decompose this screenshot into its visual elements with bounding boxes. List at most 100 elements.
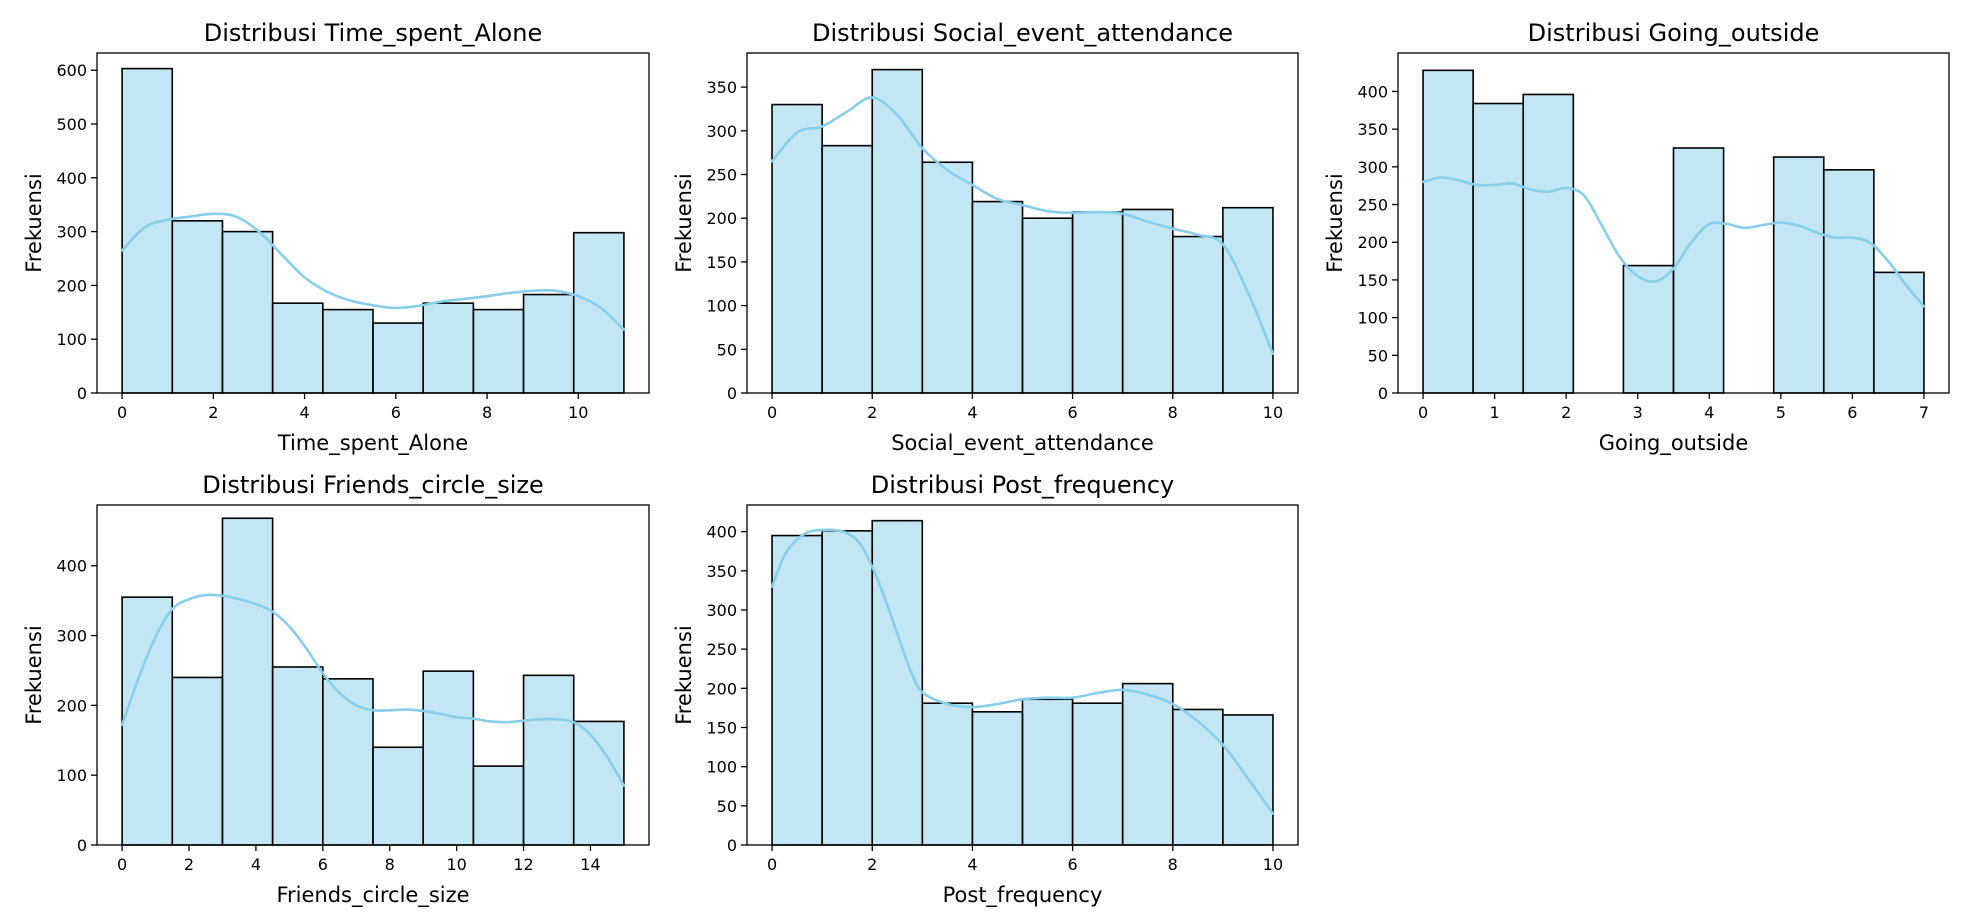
histogram-bar — [271, 666, 324, 846]
x-tick-label: 6 — [318, 855, 328, 874]
histogram-bar — [821, 144, 874, 394]
histogram-bar — [871, 519, 924, 846]
y-tick-label: 200 — [706, 679, 737, 698]
x-tick-label: 6 — [1067, 855, 1077, 874]
histogram-bar — [1121, 682, 1174, 846]
y-tick-label: 500 — [56, 115, 87, 134]
histogram-bar — [121, 596, 174, 846]
histogram-bar — [1021, 217, 1074, 394]
histogram-bar — [1822, 169, 1875, 394]
histogram-bar — [1121, 208, 1174, 394]
y-tick-label: 100 — [706, 758, 737, 777]
histogram-bar — [1522, 93, 1575, 394]
y-tick-label: 0 — [727, 384, 737, 403]
histogram-bar — [171, 676, 224, 846]
y-tick-label: 400 — [56, 557, 87, 576]
histogram-bar — [221, 517, 274, 846]
histogram-bars — [771, 68, 1274, 394]
x-tick-label: 3 — [1633, 403, 1643, 422]
kde-line — [770, 96, 1275, 355]
y-tick-label: 350 — [1357, 120, 1388, 139]
histogram-bar — [372, 746, 424, 846]
histogram-bars — [1422, 69, 1925, 394]
histogram-bar — [1622, 264, 1675, 394]
histogram-bar — [572, 720, 625, 846]
y-tick-label: 150 — [706, 253, 737, 272]
x-axis-label: Post_frequency — [943, 883, 1103, 908]
y-tick-label: 600 — [56, 61, 87, 80]
histogram-bar — [1171, 235, 1224, 394]
y-tick-label: 300 — [706, 122, 737, 141]
x-tick-label: 6 — [391, 403, 401, 422]
y-tick-label: 0 — [1378, 384, 1388, 403]
axes-frame — [96, 52, 650, 394]
x-tick-label: 8 — [482, 403, 492, 422]
histogram-bar — [171, 220, 224, 394]
y-tick-label: 0 — [727, 836, 737, 855]
y-tick-label: 400 — [1357, 82, 1388, 101]
y-tick-label: 200 — [56, 696, 87, 715]
histogram-bars — [771, 519, 1274, 846]
y-axis-label: Frekuensi — [672, 625, 696, 724]
y-tick-label: 350 — [706, 78, 737, 97]
y-tick-label: 300 — [56, 223, 87, 242]
histogram-bar — [1071, 702, 1124, 846]
x-axis-label: Going_outside — [1599, 431, 1749, 456]
histogram-bar — [522, 674, 575, 846]
histogram-bar — [422, 302, 475, 394]
y-tick-label: 200 — [1357, 233, 1388, 252]
histogram-bar — [1021, 698, 1074, 846]
histogram-bar — [1171, 708, 1224, 846]
y-tick-label: 200 — [706, 209, 737, 228]
x-tick-label: 4 — [967, 855, 977, 874]
chart-title: Distribusi Social_event_attendance — [812, 19, 1233, 47]
y-tick-label: 250 — [706, 165, 737, 184]
axes-frame — [1397, 52, 1950, 394]
histogram-bar — [271, 302, 324, 394]
histogram-bar — [1873, 271, 1925, 394]
chart-panel-4: 0 2 4 6 8 10 12 14 0 100 200 300 400 Distribusi Frien… — [22, 471, 650, 908]
histogram-bar — [472, 308, 525, 394]
y-tick-label: 250 — [706, 640, 737, 659]
y-tick-label: 250 — [1357, 196, 1388, 215]
chart-panel-3: 0 1 2 3 4 5 6 7 0 50 100 150 200 250 300 350 400 Distribu… — [1323, 19, 1950, 456]
x-tick-label: 4 — [251, 855, 261, 874]
kde-line — [1421, 176, 1926, 308]
axes-frame — [746, 504, 1299, 846]
y-tick-label: 150 — [1357, 271, 1388, 290]
histogram-bar — [821, 530, 874, 846]
histogram-bar — [771, 534, 823, 846]
chart-title: Distribusi Post_frequency — [871, 471, 1174, 499]
histogram-bars — [121, 67, 625, 394]
x-tick-label: 6 — [1067, 403, 1077, 422]
x-tick-label: 4 — [967, 403, 977, 422]
histogram-bar — [572, 231, 625, 394]
chart-title: Distribusi Time_spent_Alone — [204, 19, 542, 47]
histogram-bar — [322, 678, 374, 846]
x-tick-label: 8 — [385, 855, 395, 874]
kde-line — [120, 593, 626, 787]
y-tick-label: 350 — [706, 562, 737, 581]
histogram-bar — [121, 67, 174, 394]
histogram-bar — [1422, 69, 1474, 394]
y-tick-label: 400 — [56, 169, 87, 188]
x-tick-label: 12 — [513, 855, 533, 874]
kde-line — [770, 528, 1275, 815]
x-tick-label: 8 — [1168, 403, 1178, 422]
chart-title: Distribusi Friends_circle_size — [202, 471, 544, 499]
chart-title: Distribusi Going_outside — [1528, 19, 1820, 47]
histogram-bar — [1472, 102, 1525, 394]
x-tick-label: 14 — [580, 855, 600, 874]
x-tick-label: 0 — [767, 403, 777, 422]
x-tick-label: 2 — [184, 855, 194, 874]
x-tick-label: 2 — [208, 403, 218, 422]
y-axis-label: Frekuensi — [672, 173, 696, 272]
y-tick-label: 200 — [56, 276, 87, 295]
x-tick-label: 8 — [1168, 855, 1178, 874]
y-tick-label: 300 — [56, 627, 87, 646]
y-axis-label: Frekuensi — [22, 173, 46, 272]
x-tick-label: 4 — [299, 403, 309, 422]
x-tick-label: 1 — [1490, 403, 1500, 422]
y-axis-label: Frekuensi — [1323, 173, 1347, 272]
